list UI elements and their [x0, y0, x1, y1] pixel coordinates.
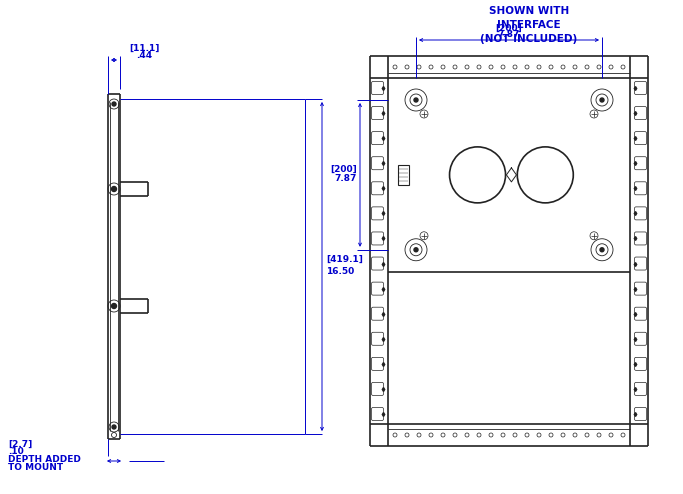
- Circle shape: [414, 248, 418, 252]
- Text: .44: .44: [136, 51, 152, 60]
- Text: 7.87: 7.87: [335, 174, 357, 183]
- Text: SHOWN WITH
INTERFACE
(NOT INCLUDED): SHOWN WITH INTERFACE (NOT INCLUDED): [480, 6, 578, 44]
- Circle shape: [111, 187, 117, 192]
- Circle shape: [112, 425, 116, 429]
- Text: [11.1]: [11.1]: [129, 44, 159, 53]
- Text: [200]: [200]: [331, 165, 357, 173]
- Text: [200]: [200]: [496, 24, 522, 33]
- Text: [2.7]: [2.7]: [8, 440, 32, 449]
- Bar: [398, 165, 409, 185]
- Text: 16.50: 16.50: [326, 267, 354, 276]
- Text: DEPTH ADDED: DEPTH ADDED: [8, 455, 81, 464]
- Text: TO MOUNT: TO MOUNT: [8, 463, 63, 472]
- Circle shape: [414, 98, 418, 102]
- Circle shape: [600, 98, 604, 102]
- Text: 7.87: 7.87: [498, 30, 520, 39]
- Circle shape: [112, 102, 116, 106]
- Text: [419.1]: [419.1]: [326, 255, 363, 264]
- Circle shape: [111, 303, 117, 308]
- Circle shape: [600, 248, 604, 252]
- Text: .10: .10: [8, 448, 24, 456]
